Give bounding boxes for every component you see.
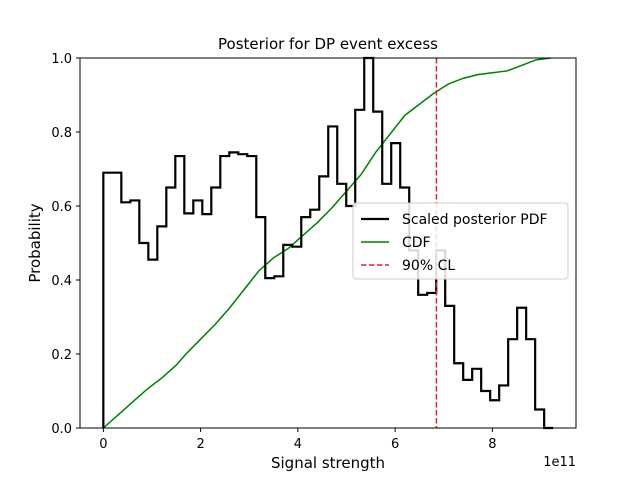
x-tick-label: 6 — [391, 437, 399, 452]
x-axis-label: Signal strength — [271, 454, 385, 472]
legend-label-cl: 90% CL — [402, 258, 455, 274]
x-tick-label: 8 — [488, 437, 496, 452]
y-tick-label: 0.2 — [51, 348, 72, 363]
y-tick-label: 0.6 — [51, 200, 72, 215]
axes-frame — [79, 57, 577, 429]
y-axis-ticks: 0.0 0.2 0.4 0.6 0.8 1.0 — [51, 52, 80, 437]
y-tick-label: 0.8 — [51, 126, 72, 141]
x-tick-label: 2 — [196, 437, 204, 452]
chart-title: Posterior for DP event excess — [218, 35, 438, 53]
x-offset-label: 1e11 — [543, 455, 576, 470]
legend-label-pdf: Scaled posterior PDF — [402, 212, 548, 228]
x-tick-label: 0 — [99, 437, 107, 452]
y-axis-label: Probability — [26, 203, 44, 282]
y-tick-label: 0.0 — [51, 422, 72, 437]
x-tick-label: 4 — [294, 437, 302, 452]
pdf-step-line — [102, 56, 554, 430]
y-tick-label: 1.0 — [51, 52, 72, 67]
legend-box — [352, 202, 569, 280]
y-tick-label: 0.4 — [51, 274, 72, 289]
legend-label-cdf: CDF — [402, 235, 431, 251]
cdf-line — [102, 57, 551, 429]
x-axis-ticks: 0 2 4 6 8 — [99, 428, 497, 452]
legend: Scaled posterior PDF CDF 90% CL — [352, 202, 569, 280]
